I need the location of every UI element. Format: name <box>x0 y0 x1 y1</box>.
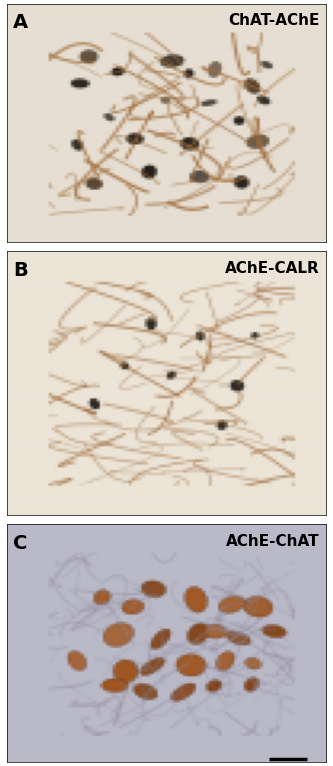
Text: C: C <box>13 534 27 553</box>
Text: A: A <box>13 13 28 32</box>
Text: AChE-ChAT: AChE-ChAT <box>226 534 320 549</box>
Text: B: B <box>13 261 28 280</box>
Text: ChAT-AChE: ChAT-AChE <box>228 13 320 28</box>
Text: AChE-CALR: AChE-CALR <box>225 261 320 277</box>
